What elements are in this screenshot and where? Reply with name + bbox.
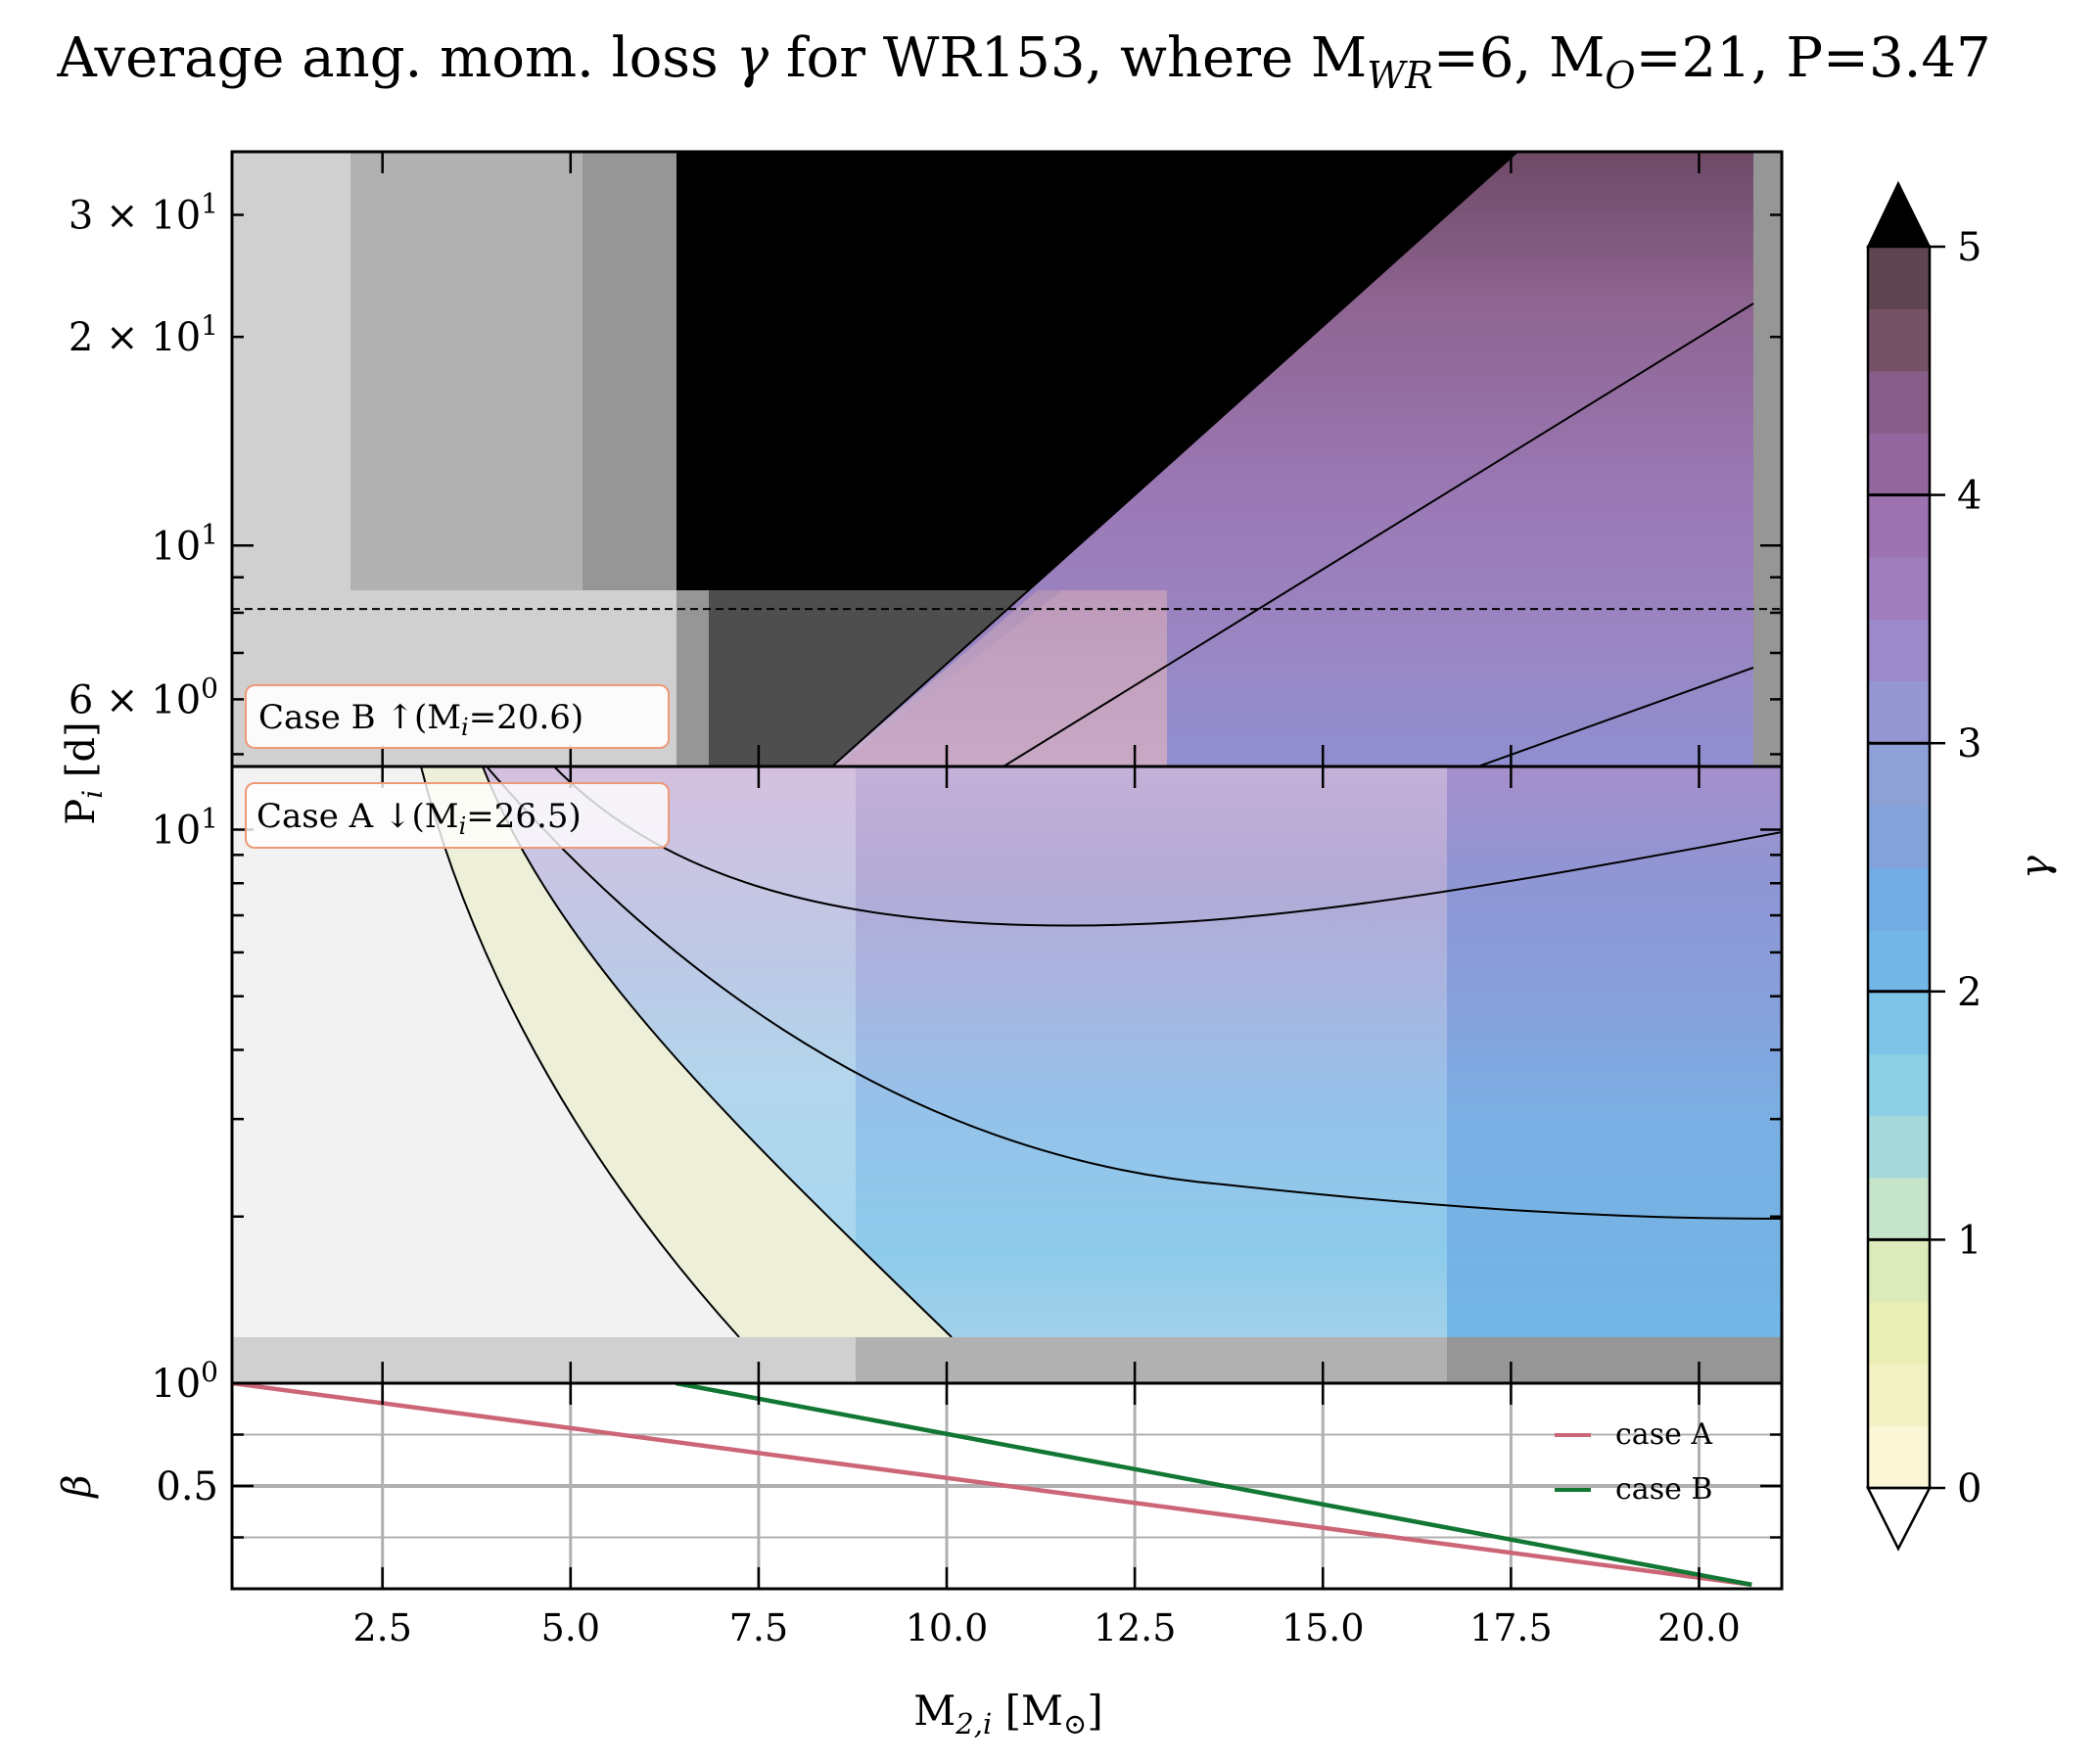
beta-panel (232, 1383, 1782, 1589)
colorbar-bands (1868, 247, 1930, 1489)
case-b-gray-low-2 (676, 590, 709, 766)
case-a-label: Case A ↓(Mi=26.5) (256, 797, 582, 840)
y-axis-label: Pi [d] (59, 721, 109, 824)
case-b-contour-1 (831, 152, 1518, 766)
case-b-contour-3 (1477, 667, 1754, 766)
y-tick-label: 101 (151, 802, 218, 853)
y-tick-label: 101 (151, 518, 218, 569)
colorbar-frame (1866, 245, 1932, 1490)
colorbar-band (1868, 370, 1930, 434)
colorbar-band (1868, 680, 1930, 744)
case-b-gray-col-3 (583, 152, 676, 590)
colorbar-band (1868, 619, 1930, 682)
case-a-field-2 (856, 766, 1447, 1337)
x-tick-label: 5.0 (541, 1606, 600, 1649)
legend-label-case-a: case A (1615, 1417, 1712, 1452)
x-ticks: 2.5 5.0 7.5 10.0 12.5 15.0 17.5 20.0 (352, 152, 1741, 1649)
colorbar-tick-label: 4 (1957, 474, 1981, 519)
case-a-field-3 (1447, 766, 1782, 1337)
colorbar-tick-label: 0 (1957, 1466, 1981, 1511)
colorbar-under-arrow (1865, 1486, 1933, 1552)
case-b-label: Case B ↑(Mi=20.6) (258, 698, 583, 741)
case-a-contour-3 (553, 766, 1782, 927)
colorbar-band (1868, 1425, 1930, 1489)
case-a-panel (232, 766, 1782, 1383)
beta-y-tick-label: 0.5 (156, 1464, 218, 1509)
colorbar-tick-label: 3 (1957, 721, 1981, 766)
colorbar: 0 1 2 3 4 5 γ (1865, 180, 2058, 1552)
y-tick-label: 2 × 101 (69, 309, 218, 360)
x-tick-label: 12.5 (1094, 1606, 1177, 1649)
colorbar-band (1868, 494, 1930, 558)
colorbar-ticks: 0 1 2 3 4 5 (1868, 225, 1981, 1511)
colorbar-band (1868, 743, 1930, 807)
colorbar-band (1868, 805, 1930, 868)
beta-axis-label: β (55, 1474, 100, 1499)
beta-legend: case A case B (1555, 1417, 1712, 1507)
colorbar-tick-label: 5 (1957, 225, 1981, 270)
case-b-panel (232, 152, 1782, 766)
case-a-annotation: Case A ↓(Mi=26.5) (245, 782, 670, 849)
case-a-strip-2 (856, 1337, 1447, 1383)
colorbar-band (1868, 1115, 1930, 1179)
case-b-contour-2 (1002, 302, 1754, 766)
case-a-contour-2 (486, 766, 1782, 1220)
colorbar-band (1868, 991, 1930, 1054)
x-axis-label: M2,i [M⊙] (913, 1687, 1102, 1741)
legend-label-case-b: case B (1615, 1472, 1712, 1507)
colorbar-tick-label: 1 (1957, 1218, 1981, 1263)
colorbar-band (1868, 1364, 1930, 1427)
y-tick-label: 3 × 101 (69, 187, 218, 238)
colorbar-label: γ (2013, 856, 2058, 879)
case-a-strip-1 (232, 1337, 856, 1383)
beta-series-case-b (675, 1383, 1752, 1588)
case-a-yellow-band (421, 766, 952, 1337)
case-a-strip-3 (1447, 1337, 1782, 1383)
colorbar-band (1868, 1301, 1930, 1365)
colorbar-over-arrow (1866, 180, 1932, 248)
colorbar-band (1868, 929, 1930, 993)
y-ticks: 3 × 101 2 × 101 101 6 × 100 101 100 0.5 (69, 187, 1782, 1539)
y-tick-label: 6 × 100 (69, 672, 218, 722)
x-tick-label: 2.5 (352, 1606, 411, 1649)
case-b-annotation: Case B ↑(Mi=20.6) (245, 684, 670, 749)
case-b-gray-col-2 (350, 152, 583, 590)
colorbar-band (1868, 308, 1930, 372)
colorbar-band (1868, 247, 1930, 309)
beta-series-case-a (232, 1383, 1752, 1588)
case-b-gray-col-1 (232, 152, 350, 590)
colorbar-band (1868, 1239, 1930, 1303)
case-b-gray-col-right (1753, 152, 1782, 766)
x-tick-label: 15.0 (1282, 1606, 1365, 1649)
colorbar-band (1868, 1053, 1930, 1117)
colorbar-band (1868, 433, 1930, 496)
x-tick-label: 17.5 (1469, 1606, 1553, 1649)
chart-title: Average ang. mom. loss γ for WR153, wher… (56, 26, 1990, 97)
colorbar-band (1868, 1178, 1930, 1240)
colorbar-band (1868, 867, 1930, 930)
colorbar-tick-label: 2 (1957, 970, 1981, 1015)
colorbar-band (1868, 557, 1930, 620)
x-tick-label: 7.5 (729, 1606, 788, 1649)
x-tick-label: 10.0 (906, 1606, 989, 1649)
y-tick-label: 100 (151, 1356, 218, 1407)
beta-lines (232, 1383, 1752, 1588)
case-a-blank-mask (232, 766, 739, 1337)
x-tick-label: 20.0 (1657, 1606, 1741, 1649)
case-b-gamma-wedge (837, 590, 1167, 766)
